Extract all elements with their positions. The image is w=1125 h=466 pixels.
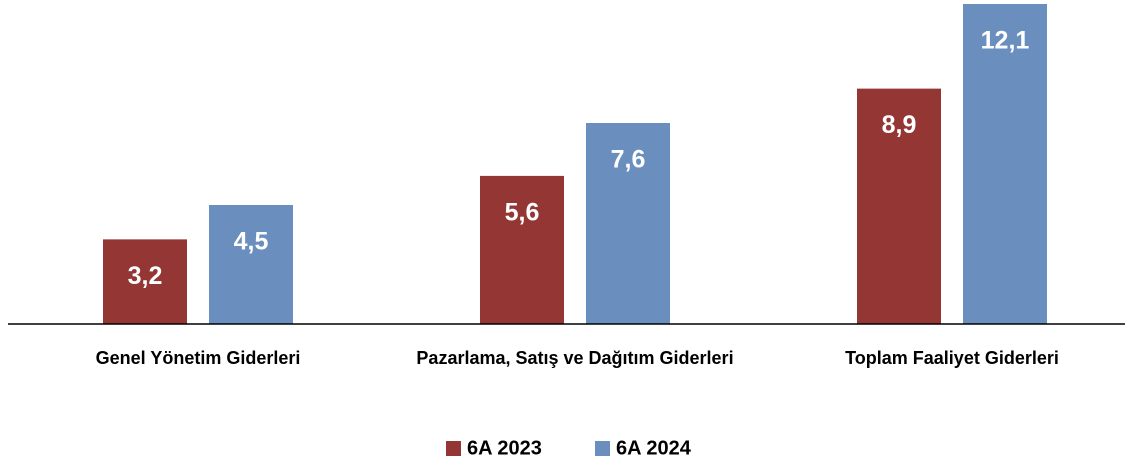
legend-item: 6A 2024 (595, 437, 692, 459)
legend-item: 6A 2023 (446, 437, 542, 459)
bar (857, 88, 941, 324)
legend-swatch (446, 441, 461, 456)
legend-label: 6A 2023 (467, 437, 542, 459)
x-tick-label: Pazarlama, Satış ve Dağıtım Giderleri (416, 348, 734, 368)
x-tick-label: Genel Yönetim Giderleri (95, 348, 301, 368)
bar (480, 175, 564, 324)
bar (586, 123, 670, 324)
data-label: 8,9 (882, 111, 917, 139)
bar (103, 239, 187, 324)
data-label: 7,6 (611, 146, 646, 174)
legend-swatch (595, 441, 610, 456)
bar (963, 4, 1047, 324)
data-label: 3,2 (128, 262, 163, 290)
x-tick-label: Toplam Faaliyet Giderleri (845, 348, 1059, 368)
legend-label: 6A 2024 (616, 437, 692, 459)
data-label: 5,6 (505, 199, 540, 227)
data-label: 4,5 (234, 228, 269, 256)
bar (209, 204, 293, 324)
data-label: 12,1 (981, 27, 1030, 55)
